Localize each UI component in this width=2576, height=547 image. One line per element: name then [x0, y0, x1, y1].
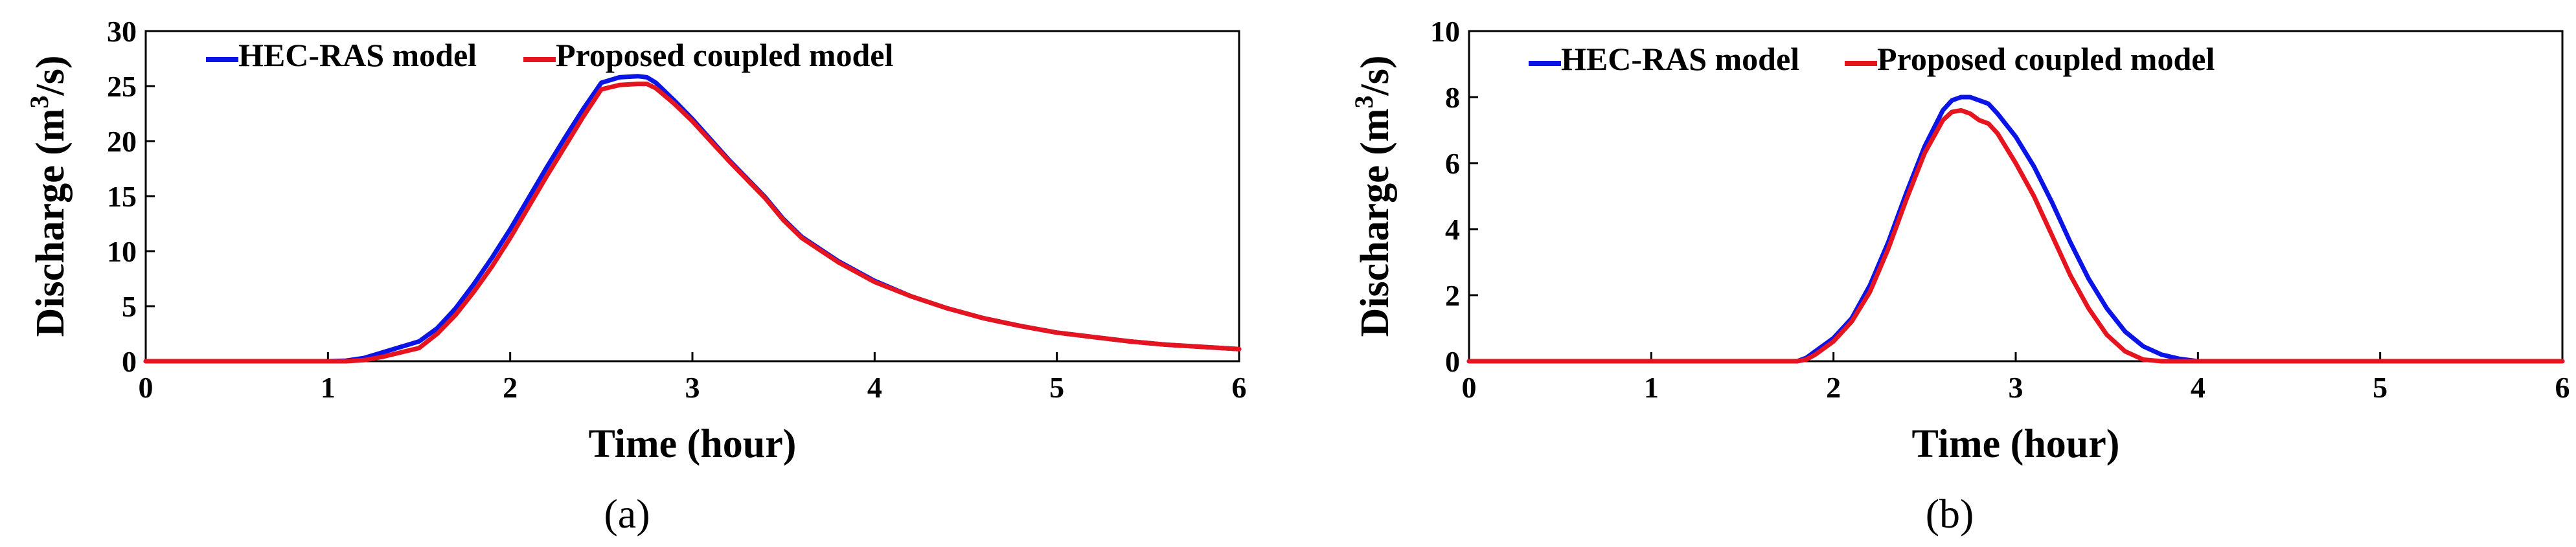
chart-a: 0 5 10 15 20 25 30 0 1 2 3 4 5 6 HEC-RAS model Propo… — [25, 15, 1247, 537]
x-axis-label-a: Time (hour) — [589, 422, 797, 466]
series-line-coupled-b — [1466, 107, 2565, 364]
x-tick-label-a: 3 — [685, 371, 700, 404]
x-ticks-b: 0 1 2 3 4 5 6 — [1462, 352, 2570, 404]
legend-label-hec-ras-a: HEC-RAS model — [238, 37, 477, 73]
y-ticks-b: 0 2 4 6 8 10 — [1430, 15, 1478, 378]
x-tick-label-a: 2 — [503, 371, 518, 404]
y-tick-label-b: 8 — [1445, 81, 1460, 114]
series-line-hec-ras-b — [1466, 95, 2565, 364]
y-tick-label-b: 4 — [1445, 213, 1460, 246]
x-tick-label-b: 2 — [1826, 371, 1841, 404]
y-tick-label-a: 5 — [122, 290, 137, 323]
y-axis-label-suffix-a: /s) — [28, 56, 73, 96]
series-lines-a — [143, 74, 1242, 364]
y-tick-label-a: 30 — [107, 15, 137, 48]
y-axis-label-a: Discharge (m3/s) — [25, 56, 73, 337]
x-tick-label-b: 3 — [2009, 371, 2023, 404]
y-tick-label-a: 0 — [122, 345, 137, 378]
chart-b: 0 2 4 6 8 10 0 1 2 3 4 5 6 HEC-RAS model Proposed c… — [1349, 15, 2570, 537]
y-axis-label-b: Discharge (m3/s) — [1349, 56, 1397, 337]
y-tick-label-a: 20 — [107, 125, 137, 158]
y-axis-label-prefix-b: Discharge (m — [1353, 109, 1397, 337]
series-lines-b — [1466, 95, 2565, 364]
series-line-coupled-a — [143, 82, 1242, 364]
x-tick-label-b: 4 — [2191, 371, 2206, 404]
legend-a: HEC-RAS model Proposed coupled model — [206, 37, 893, 73]
legend-label-coupled-a: Proposed coupled model — [556, 37, 893, 73]
x-tick-label-a: 1 — [321, 371, 336, 404]
y-tick-label-a: 25 — [107, 70, 137, 103]
y-ticks-a: 0 5 10 15 20 25 30 — [107, 15, 155, 378]
y-tick-label-a: 10 — [107, 235, 137, 268]
x-tick-label-a: 6 — [1232, 371, 1247, 404]
plot-frame-a — [144, 30, 1240, 363]
y-tick-label-a: 15 — [107, 180, 137, 213]
y-axis-label-prefix-a: Discharge (m — [28, 109, 73, 337]
x-axis-label-b: Time (hour) — [1912, 422, 2120, 466]
x-tick-label-a: 4 — [867, 371, 882, 404]
legend-label-coupled-b: Proposed coupled model — [1877, 41, 2215, 77]
panel-label-a: (a) — [604, 491, 650, 537]
legend-label-hec-ras-b: HEC-RAS model — [1561, 41, 1799, 77]
y-tick-label-b: 6 — [1445, 147, 1460, 180]
x-tick-label-a: 0 — [139, 371, 154, 404]
legend-b: HEC-RAS model Proposed coupled model — [1529, 41, 2215, 77]
y-axis-label-sup-b: 3 — [1349, 96, 1378, 109]
y-axis-label-suffix-b: /s) — [1353, 56, 1397, 96]
plot-frame-b — [1468, 30, 2564, 363]
x-tick-label-b: 6 — [2555, 371, 2570, 404]
y-tick-label-b: 10 — [1430, 15, 1460, 48]
x-tick-label-b: 1 — [1644, 371, 1659, 404]
x-tick-label-b: 5 — [2373, 371, 2388, 404]
x-ticks-a: 0 1 2 3 4 5 6 — [139, 352, 1247, 404]
panel-label-b: (b) — [1926, 491, 1974, 537]
x-tick-label-b: 0 — [1462, 371, 1477, 404]
y-tick-label-b: 0 — [1445, 345, 1460, 378]
y-tick-label-b: 2 — [1445, 279, 1460, 312]
x-tick-label-a: 5 — [1049, 371, 1064, 404]
y-axis-label-sup-a: 3 — [25, 96, 54, 109]
